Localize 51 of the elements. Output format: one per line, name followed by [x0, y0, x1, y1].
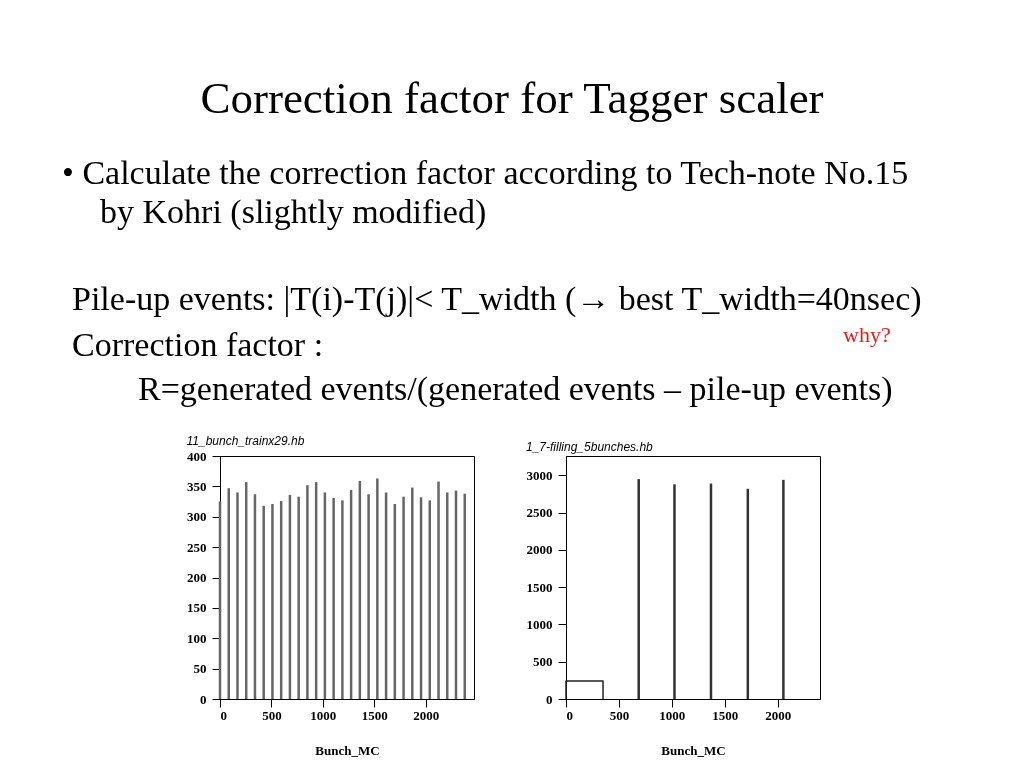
x-tick-label: 0	[566, 707, 573, 723]
y-tick-label: 100	[187, 630, 207, 646]
y-tick-label: 200	[187, 570, 207, 585]
y-tick-label: 0	[200, 691, 207, 707]
bar	[306, 485, 309, 699]
x-tick-label: 500	[262, 707, 282, 723]
x-tick-label: 1500	[361, 707, 388, 723]
bar	[262, 505, 265, 699]
x-tick-label: 2000	[413, 707, 440, 723]
y-tick-label: 2500	[526, 505, 553, 521]
text: • Calculate the correction factor according to Tech-note No.15 by Kohri (slightly modified)	[62, 153, 910, 231]
y-tick-label: 3000	[526, 467, 553, 483]
text: Pile-up events: |T(i)-T(j)|< T_width (→ best T_width=40nsec)	[72, 280, 922, 318]
y-tick-label: 0	[546, 691, 553, 707]
x-tick-label: 0	[220, 707, 227, 723]
x-axis-title: Bunch_MC	[661, 742, 726, 758]
y-tick-label: 1000	[526, 616, 553, 632]
bar	[236, 492, 239, 699]
text: R=generated events/(generated events – pile-up events)	[138, 370, 893, 408]
bar	[227, 488, 230, 699]
y-tick-label: 350	[187, 478, 207, 494]
bar	[437, 481, 440, 699]
bar	[367, 494, 370, 699]
y-tick-label: 50	[193, 661, 207, 677]
y-tick-label: 500	[533, 654, 553, 670]
x-tick-label: 2000	[765, 707, 792, 723]
bar	[463, 493, 466, 699]
chart-title: 1_7-filling_5bunches.hb	[526, 440, 654, 454]
bar	[332, 497, 335, 699]
y-tick-label: 300	[187, 509, 207, 525]
x-tick-label: 1500	[712, 707, 739, 723]
x-tick-label: 1000	[310, 707, 337, 723]
text: Correction factor :	[72, 326, 324, 364]
bar	[297, 496, 300, 699]
y-tick-label: 400	[187, 448, 207, 464]
bar	[376, 478, 379, 699]
y-tick-label: 250	[187, 539, 207, 555]
y-tick-label: 2000	[526, 542, 553, 558]
chart-subtitle: 11_bunch_trainx29.hb	[186, 434, 305, 448]
bar	[411, 487, 414, 699]
bar	[446, 492, 449, 699]
y-tick-label: 150	[187, 600, 207, 616]
bar	[341, 500, 344, 699]
bar	[271, 503, 274, 699]
bar	[402, 496, 405, 699]
x-tick-label: 1000	[659, 707, 686, 723]
x-tick-label: 500	[609, 707, 630, 723]
chart-title: Correction factor for Tagger scaler	[199, 72, 825, 124]
text: why?	[843, 322, 891, 348]
y-tick-label: 1500	[526, 579, 553, 595]
x-axis-title: Bunch_MC	[315, 742, 380, 758]
